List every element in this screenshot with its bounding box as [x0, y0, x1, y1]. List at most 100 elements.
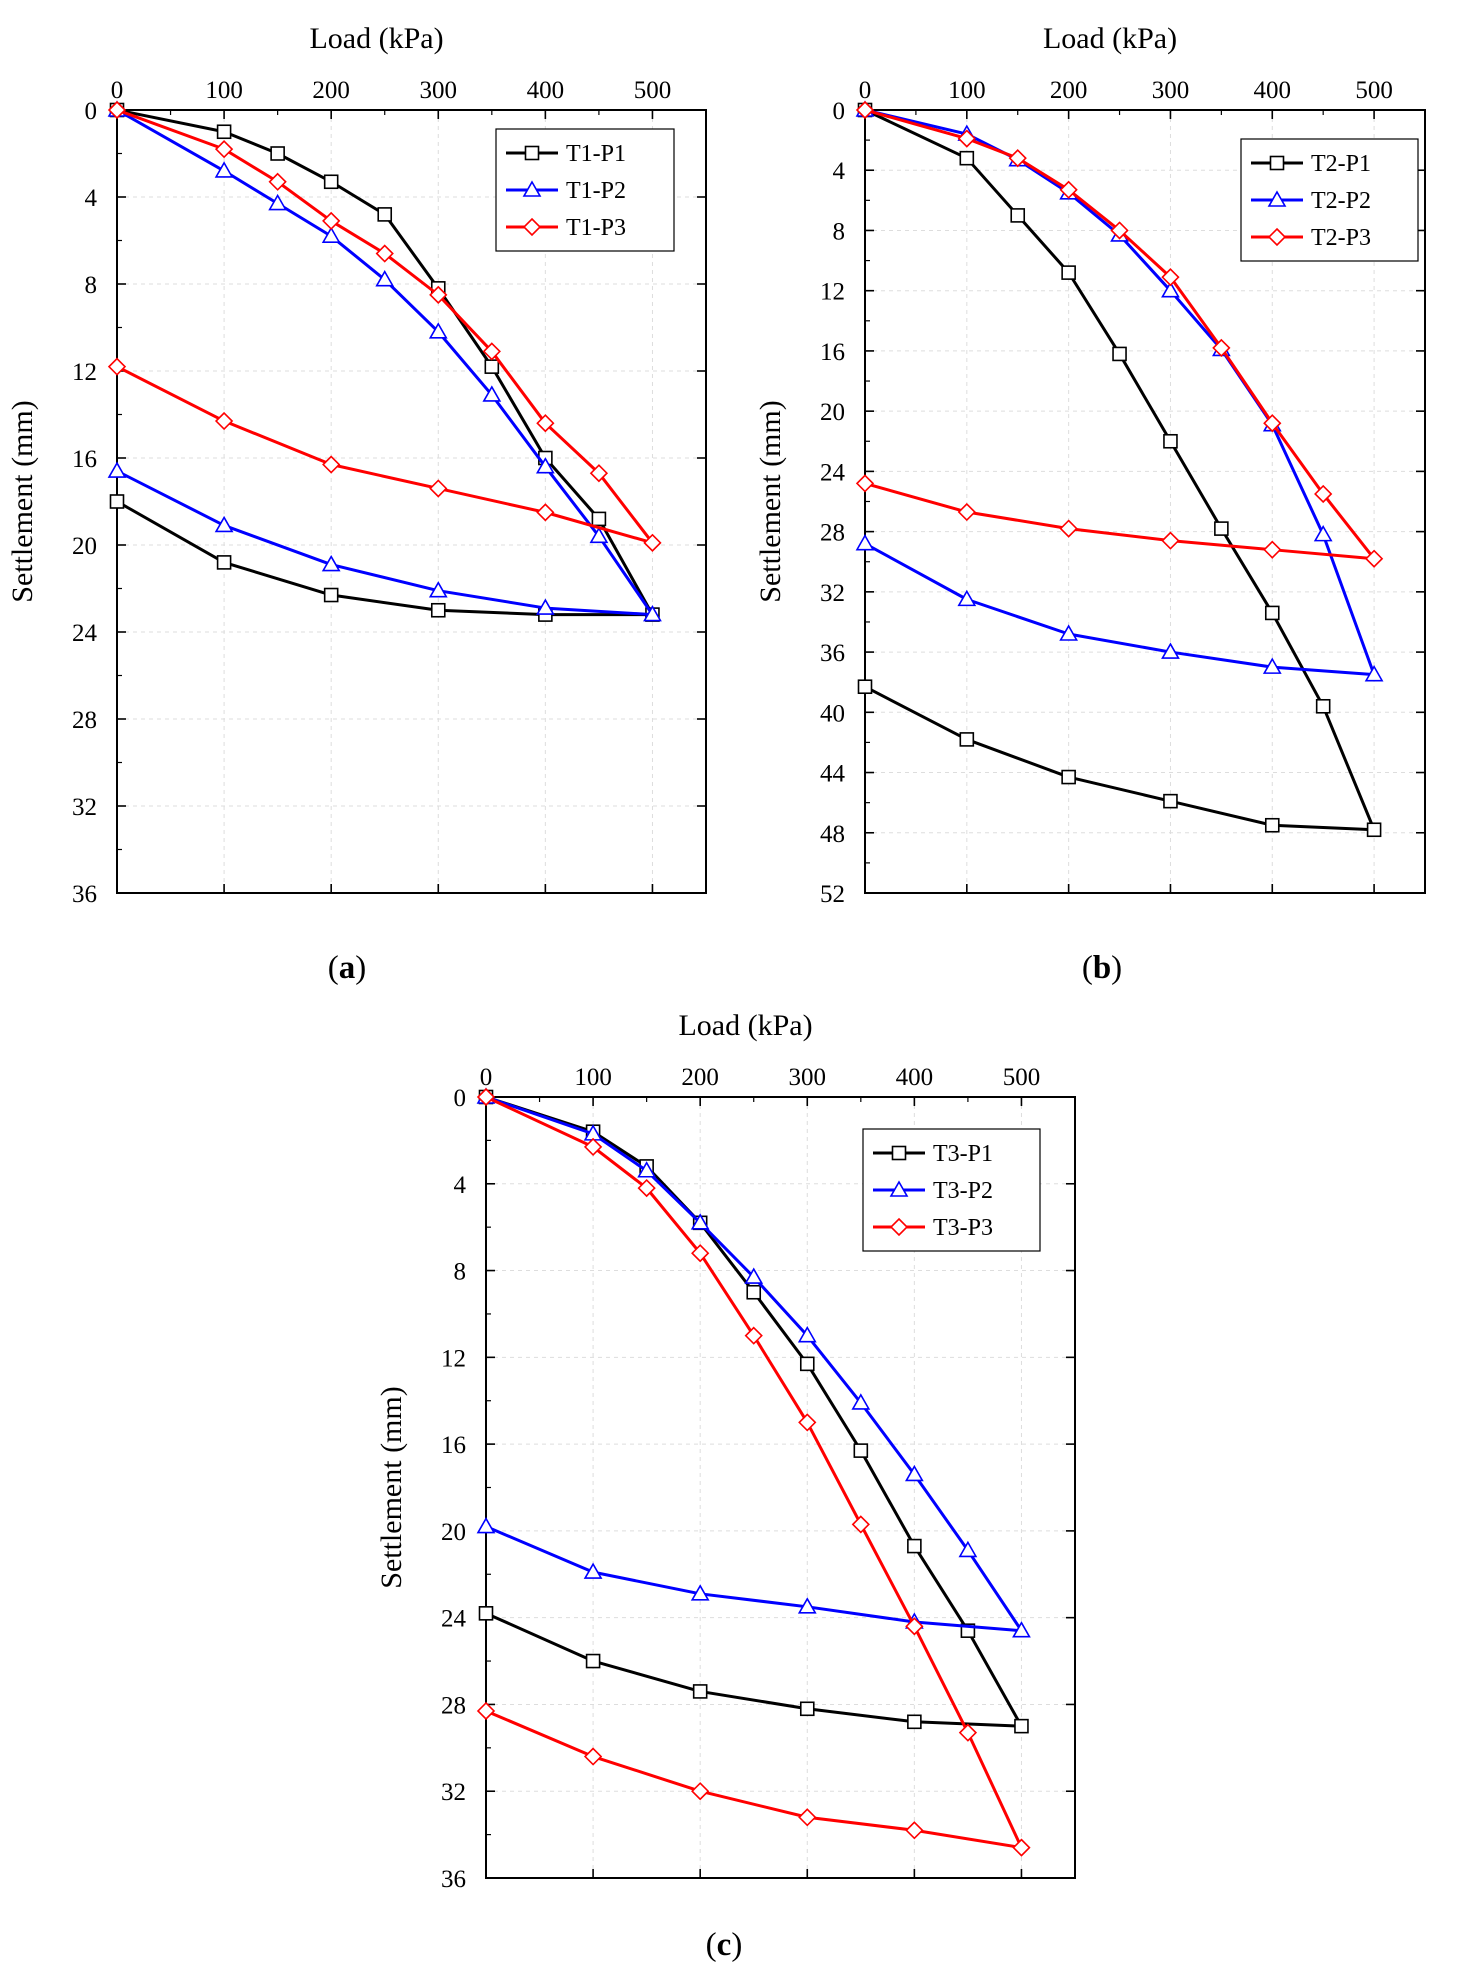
x-axis-title-b: Load (kPa) [1043, 22, 1177, 55]
y-tick-label-c: 16 [441, 1432, 466, 1459]
data-point-T2-P1 [1163, 793, 1178, 809]
data-point-T1-P3 [429, 479, 448, 498]
x-tick-label-c: 300 [789, 1064, 827, 1091]
legend-label-T1-P1: T1-P1 [566, 141, 626, 167]
y-tick-label-c: 12 [441, 1345, 466, 1372]
y-tick-label-b: 32 [820, 580, 845, 607]
y-tick-label-b: 36 [820, 640, 845, 667]
data-point-T2-P1 [1112, 346, 1127, 362]
data-point-T3-P2 [476, 1516, 496, 1534]
x-tick-label-c: 200 [681, 1064, 719, 1091]
panel-label-b: (b) [1082, 950, 1122, 986]
legend-marker-T1-P1 [524, 145, 540, 161]
data-point-T1-P3 [107, 100, 127, 120]
data-point-T3-P3 [851, 1515, 870, 1534]
chart-panel-b: 0 100 200 300 400 500048121620242832364044485… [754, 22, 1426, 908]
data-point-T1-P3 [429, 285, 448, 305]
x-tick-label-b: 200 [1050, 77, 1088, 104]
chart-panel-a: 0 100 200 300 400 500 0 4 8 12 16 20 24 28 32 36 Load (k… [6, 22, 707, 908]
data-point-T3-P2 [851, 1393, 871, 1410]
y-tick-label-b: 20 [820, 399, 845, 426]
legend-label-T3-P1: T3-P1 [933, 1141, 993, 1167]
data-point-T2-P2 [1364, 665, 1384, 682]
y-tick-label-b: 12 [820, 279, 845, 306]
data-point-T1-P2 [428, 581, 448, 598]
data-point-T1-P2 [375, 270, 395, 287]
data-point-T1-P1 [323, 587, 339, 603]
data-point-T2-P1 [1163, 433, 1178, 449]
data-point-T2-P1 [1264, 605, 1280, 621]
data-point-T2-P3 [1212, 338, 1231, 358]
y-tick-label-b: 24 [820, 459, 846, 486]
data-point-T3-P1 [799, 1701, 815, 1717]
data-point-T2-P3 [1314, 484, 1333, 504]
data-point-T3-P1 [907, 1538, 922, 1554]
legend-b: T2-P1 T2-P2 T2-P3 [1240, 138, 1419, 262]
data-point-T2-P3 [957, 129, 976, 148]
data-point-T1-P3 [375, 244, 394, 263]
data-point-T1-P1 [430, 602, 446, 618]
data-point-T3-P1 [692, 1684, 708, 1699]
y-tick-label-a: 0 [85, 98, 98, 125]
y-tick-label-c: 24 [441, 1606, 467, 1633]
y-tick-label-c: 32 [441, 1779, 466, 1806]
legend-marker-T3-P2 [889, 1180, 909, 1197]
data-point-T2-P3 [1059, 519, 1078, 538]
legend-marker-T2-P1 [1269, 155, 1285, 171]
data-point-T2-P2 [1161, 281, 1180, 298]
data-point-T2-P3 [855, 100, 875, 120]
y-axis-title-b: Settlement (mm) [754, 400, 787, 602]
data-point-T1-P2 [535, 457, 555, 474]
data-point-T3-P2 [637, 1161, 657, 1178]
legend-label-T1-P2: T1-P2 [566, 178, 626, 204]
y-tick-label-b: 52 [820, 881, 845, 908]
data-point-T2-P1 [1264, 817, 1280, 833]
data-point-T2-P2 [1262, 657, 1282, 674]
data-point-T1-P1 [377, 207, 393, 222]
x-tick-label-a: 200 [312, 77, 350, 104]
data-point-T3-P3 [798, 1413, 817, 1432]
data-point-T2-P1 [1315, 698, 1331, 714]
data-point-T1-P1 [216, 555, 232, 570]
y-tick-label-b: 48 [820, 821, 845, 848]
data-point-T3-P1 [799, 1356, 815, 1372]
y-tick-label-c: 8 [454, 1259, 467, 1286]
data-point-T2-P3 [1263, 540, 1282, 559]
data-point-T1-P2 [214, 515, 234, 533]
data-point-T1-P3 [107, 357, 127, 376]
data-point-T1-P2 [321, 226, 341, 243]
data-point-T2-P1 [1061, 265, 1076, 280]
data-point-T3-P3 [958, 1723, 978, 1742]
y-tick-label-b: 0 [833, 98, 846, 125]
data-point-T2-P2 [1059, 624, 1079, 641]
data-point-T2-P3 [855, 474, 875, 493]
data-point-T1-P2 [482, 385, 502, 402]
legend-label-T1-P3: T1-P3 [566, 215, 626, 241]
data-point-T2-P1 [1010, 208, 1026, 223]
data-point-T1-P3 [589, 464, 609, 483]
x-tick-label-b: 300 [1152, 77, 1190, 104]
data-point-T1-P3 [643, 533, 662, 552]
data-point-T3-P2 [1012, 1621, 1031, 1638]
data-point-T1-P3 [482, 342, 501, 361]
data-point-T3-P3 [905, 1821, 924, 1840]
x-tick-label-c: 0 [480, 1064, 493, 1091]
y-tick-label-c: 4 [454, 1172, 467, 1199]
data-point-T2-P3 [1161, 268, 1180, 287]
y-tick-label-a: 8 [85, 272, 98, 299]
data-point-T3-P2 [690, 1213, 710, 1230]
data-point-T3-P2 [744, 1267, 764, 1284]
legend-label-T2-P1: T2-P1 [1311, 151, 1371, 177]
legend-marker-T2-P2 [1267, 190, 1287, 207]
y-tick-label-b: 4 [833, 158, 846, 185]
data-point-T2-P1 [1366, 822, 1382, 838]
y-tick-label-a: 12 [72, 359, 97, 386]
y-axis-title-a: Settlement (mm) [6, 400, 39, 602]
data-point-T3-P1 [1014, 1718, 1029, 1734]
data-point-T1-P2 [643, 604, 662, 622]
legend-label-T2-P3: T2-P3 [1311, 225, 1371, 251]
y-tick-label-b: 44 [820, 761, 846, 788]
data-point-T2-P2 [957, 589, 977, 607]
y-tick-label-c: 36 [441, 1866, 466, 1893]
data-point-T2-P3 [957, 502, 976, 522]
